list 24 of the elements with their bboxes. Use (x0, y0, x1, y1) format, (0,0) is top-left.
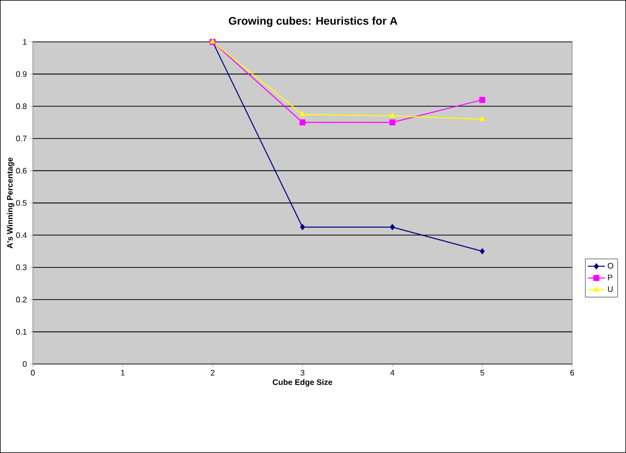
y-tick-label: 1 (23, 39, 27, 45)
y-tick-label: 0.9 (16, 71, 27, 77)
y-tick-label: 0.6 (16, 168, 27, 174)
x-tick-label: 3 (300, 370, 304, 376)
x-tick-label: 4 (390, 370, 394, 376)
x-tick-label: 2 (210, 370, 214, 376)
legend-label: U (608, 286, 613, 292)
y-tick-label: 0.3 (16, 264, 27, 270)
y-tick-label: 0.7 (16, 136, 27, 142)
legend-label: P (608, 274, 612, 280)
y-tick-label: 0.4 (16, 232, 27, 238)
x-axis-title: Cube Edge Size (272, 379, 332, 387)
x-tick-label: 0 (30, 370, 35, 376)
x-tick-label: 6 (570, 370, 574, 376)
y-tick-label: 0.5 (16, 200, 27, 206)
x-tick-label: 5 (480, 370, 484, 376)
legend-label: O (608, 262, 614, 269)
y-tick-label: 0.1 (16, 329, 27, 335)
x-tick-label: 1 (121, 370, 125, 376)
y-tick-label: 0.2 (16, 296, 27, 302)
chart-title: Growing cubes: Heuristics for A (228, 16, 398, 28)
y-tick-label: 0 (22, 361, 27, 367)
y-tick-label: 0.8 (16, 103, 27, 110)
y-axis-title: A's Winning Percentage (6, 158, 14, 248)
